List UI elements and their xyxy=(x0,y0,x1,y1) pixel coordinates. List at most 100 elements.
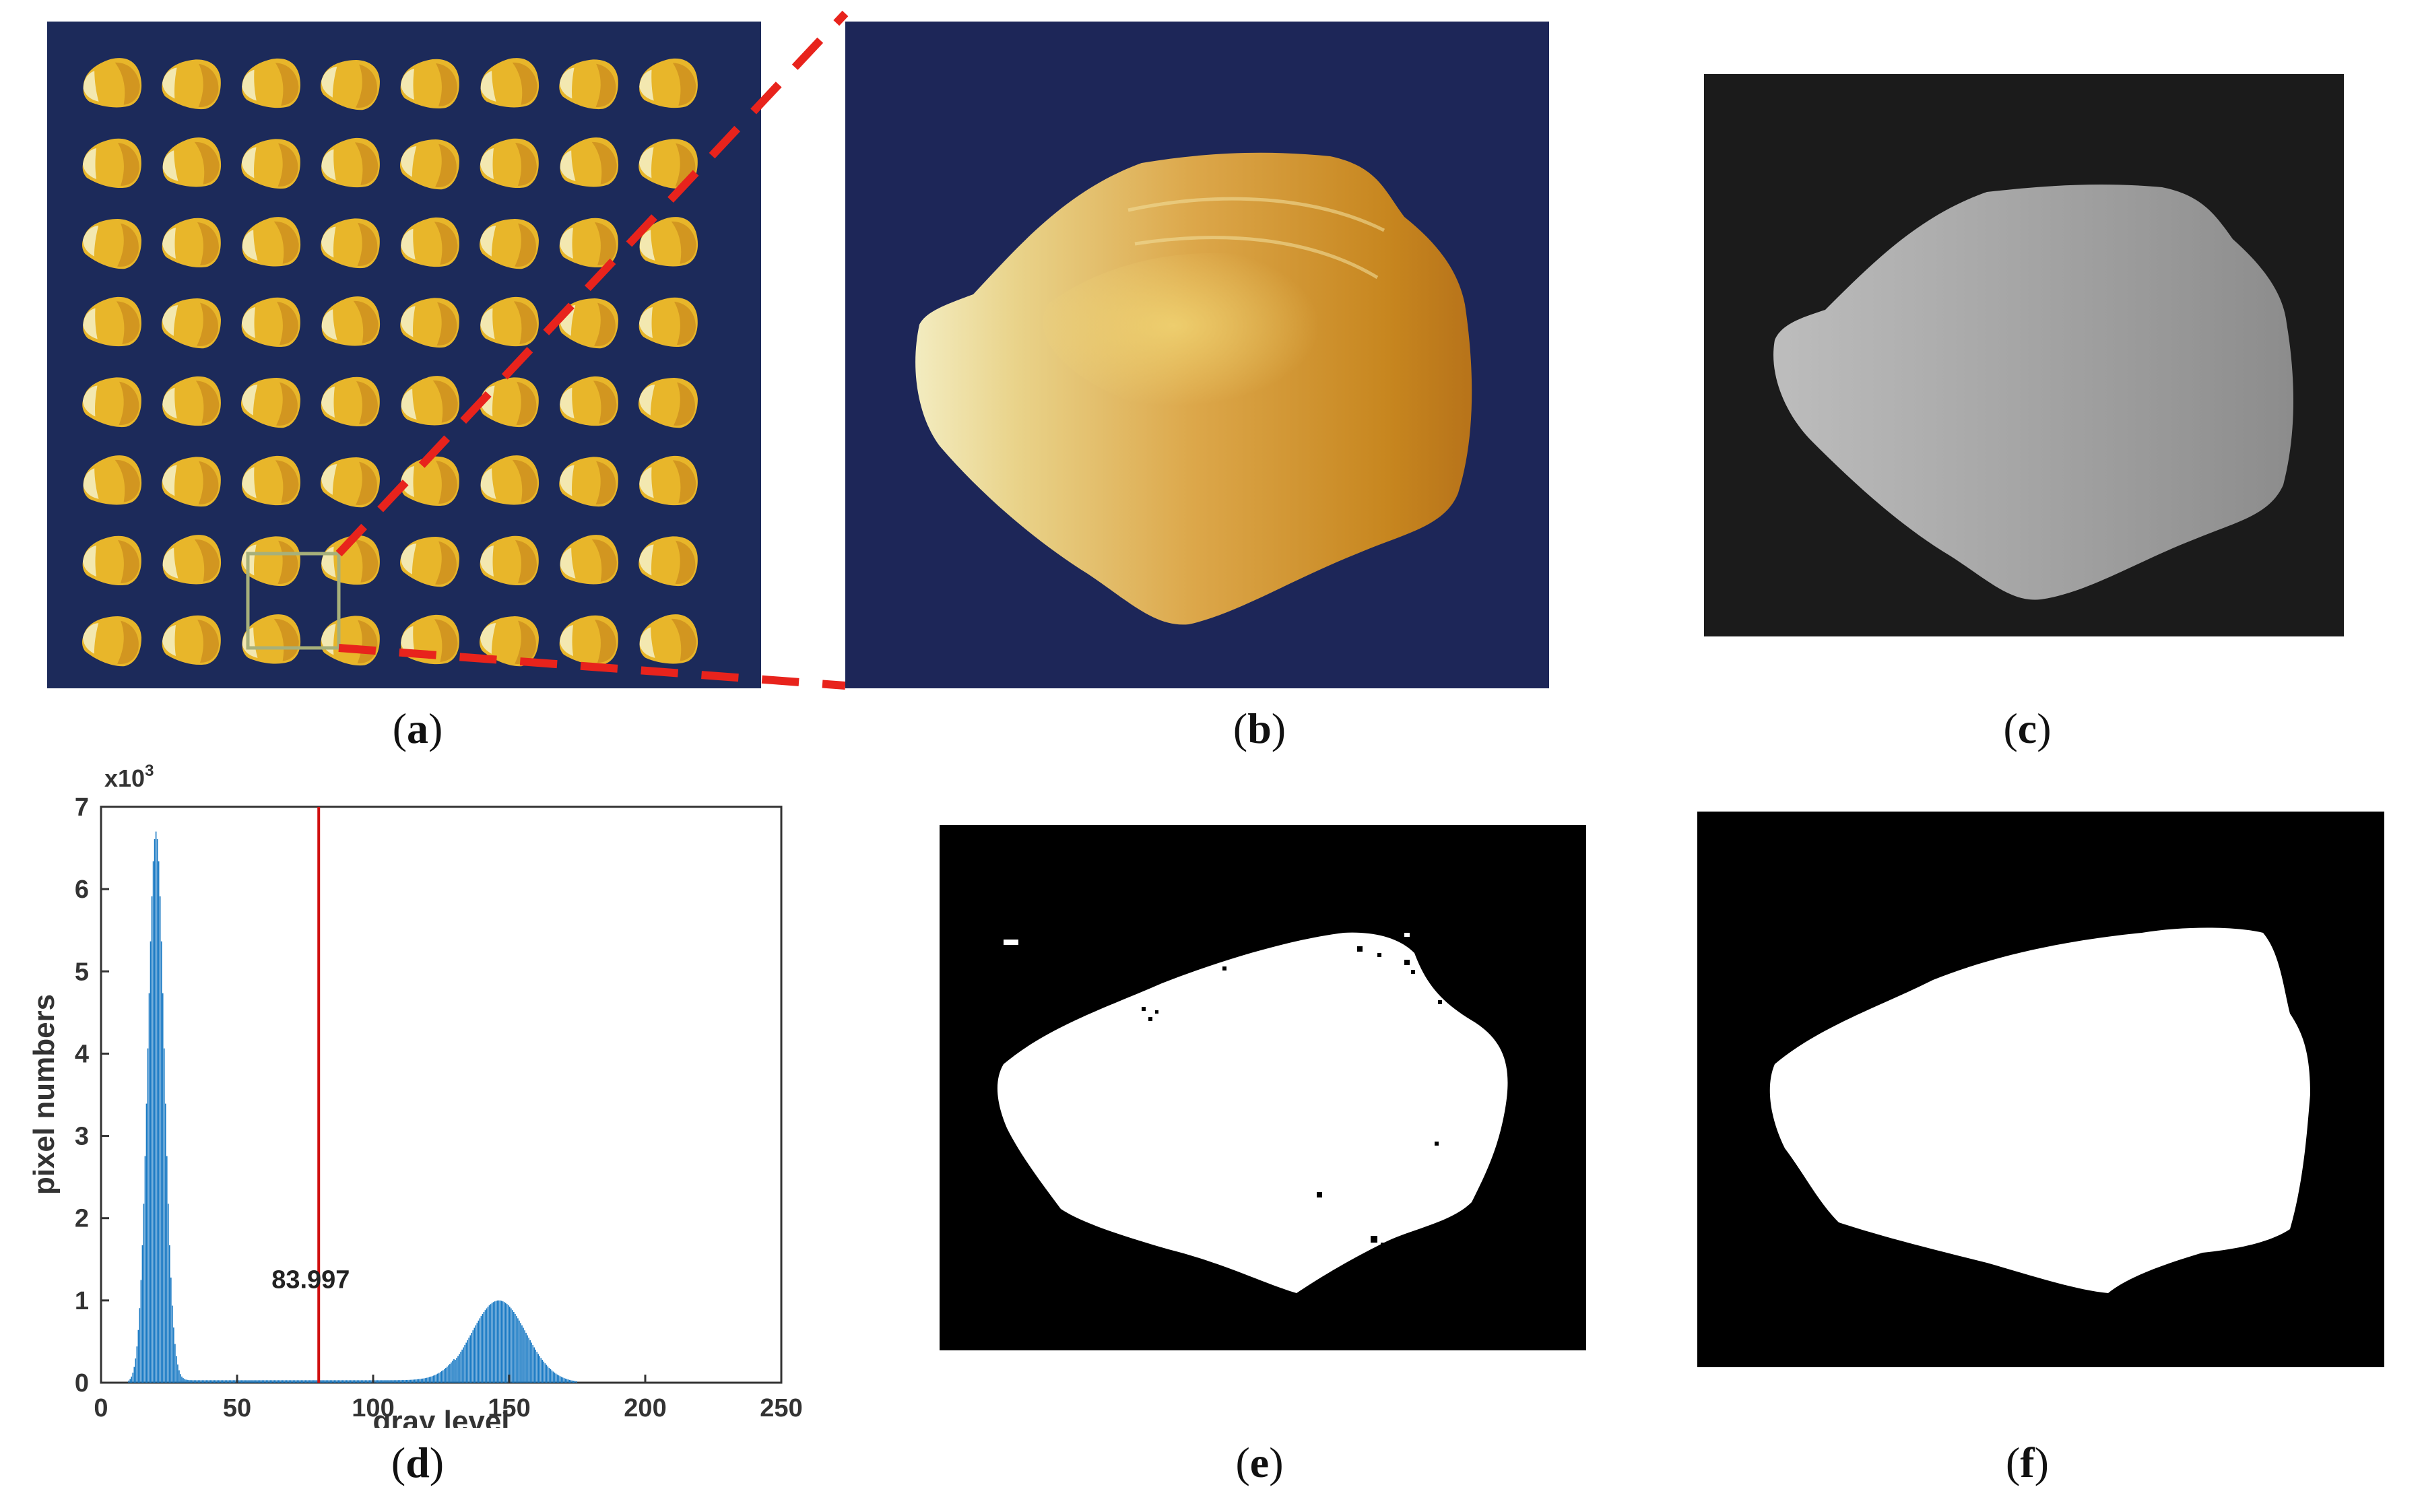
kernel-shade xyxy=(354,142,379,185)
histogram-bar xyxy=(403,1380,405,1383)
histogram-bar xyxy=(363,1380,365,1383)
kernel-shade xyxy=(593,381,617,424)
histogram-bar xyxy=(132,1373,134,1383)
histogram-bar xyxy=(473,1327,476,1383)
histogram-bar xyxy=(471,1332,473,1383)
histogram-bar xyxy=(537,1354,539,1383)
kernel-shade xyxy=(354,539,379,583)
histogram-bar xyxy=(211,1380,213,1383)
histogram-bar xyxy=(389,1380,391,1383)
kernel-tip xyxy=(321,149,336,180)
histogram-bar xyxy=(268,1380,270,1383)
histogram-bar xyxy=(476,1323,478,1383)
kernel-tip xyxy=(321,67,337,98)
histogram-bar xyxy=(232,1380,234,1383)
histogram-bar xyxy=(219,1380,221,1383)
histogram-bar xyxy=(348,1380,350,1383)
histogram-bar xyxy=(467,1340,468,1383)
kernel-item xyxy=(639,455,698,506)
histogram-bar xyxy=(245,1380,247,1383)
panel-d-histogram: x103 0 1 2 3 4 5 6 7 0 50 100 150 200 250 83.997 gra… xyxy=(28,762,803,1428)
kernel-item xyxy=(82,377,141,428)
y-tick-label: 7 xyxy=(75,793,89,822)
histogram-bar xyxy=(291,1380,293,1383)
caption-a: (a) xyxy=(392,704,443,752)
histogram-bar xyxy=(137,1329,139,1383)
histogram-bar xyxy=(257,1380,259,1383)
histogram-bar xyxy=(290,1380,292,1383)
kernel-item xyxy=(320,60,380,110)
histogram-bar xyxy=(336,1380,338,1383)
kernel-shade xyxy=(436,461,457,504)
kernel-tip xyxy=(242,230,258,261)
kernel-tip xyxy=(639,627,655,658)
histogram-bar xyxy=(367,1380,369,1383)
histogram-bar xyxy=(575,1381,577,1383)
kernel-item xyxy=(400,298,459,348)
histogram-bar xyxy=(399,1380,400,1383)
kernel-shade xyxy=(197,222,219,265)
histogram-bar xyxy=(131,1376,133,1383)
kernel-shade xyxy=(512,62,537,105)
histogram-bar xyxy=(323,1380,324,1383)
histogram-bar xyxy=(184,1379,185,1383)
histogram-bar xyxy=(263,1380,264,1383)
histogram-bar xyxy=(150,941,152,1383)
histogram-bar xyxy=(164,1103,166,1383)
histogram-bar xyxy=(465,1342,467,1383)
histogram-bar xyxy=(223,1380,225,1383)
histogram-bar xyxy=(416,1379,418,1383)
kernel-item xyxy=(162,137,221,187)
histogram-bar xyxy=(133,1367,135,1383)
histogram-bar xyxy=(252,1380,253,1383)
kernel-tip xyxy=(83,226,99,257)
histogram-bar xyxy=(249,1380,251,1383)
kernel-tip xyxy=(639,230,655,261)
histogram-bar xyxy=(482,1313,484,1383)
x-tick-label: 0 xyxy=(94,1394,108,1422)
kernel-item xyxy=(162,59,221,110)
histogram-bar xyxy=(548,1367,550,1383)
histogram-bar xyxy=(241,1380,242,1383)
histogram-bar xyxy=(535,1349,536,1383)
histogram-bar xyxy=(533,1347,535,1383)
histogram-bar xyxy=(276,1380,278,1383)
histogram-bar xyxy=(572,1381,575,1383)
histogram-bar xyxy=(436,1373,438,1383)
kernel-item xyxy=(639,217,698,267)
panel-e-binary-raw xyxy=(940,825,1586,1350)
y-axis-label: pixel numbers xyxy=(28,994,61,1195)
kernel-shade xyxy=(513,301,537,344)
kernel-item xyxy=(638,378,698,428)
histogram-bar xyxy=(412,1379,414,1383)
kernel-tip xyxy=(162,625,176,656)
kernel-item xyxy=(321,296,380,346)
histogram-bar xyxy=(404,1380,406,1383)
histogram-bar xyxy=(139,1308,141,1383)
kernel-tip xyxy=(480,148,494,179)
kernel-tip xyxy=(83,308,98,339)
x-axis-label: gray level xyxy=(372,1405,509,1428)
histogram-bar xyxy=(204,1380,206,1383)
histogram-bar xyxy=(370,1380,372,1383)
histogram-bar xyxy=(230,1380,232,1383)
histogram-bar xyxy=(216,1380,218,1383)
kernel-shade xyxy=(515,540,537,583)
kernel-item xyxy=(399,537,459,587)
histogram-bar xyxy=(418,1379,420,1383)
x-tick-label: 50 xyxy=(223,1394,251,1422)
histogram-bar xyxy=(240,1380,241,1383)
histogram-bar xyxy=(288,1380,290,1383)
histogram-bar xyxy=(434,1375,436,1383)
kernel-item xyxy=(639,297,698,348)
histogram-bar xyxy=(410,1379,412,1383)
histogram-bar xyxy=(438,1373,440,1383)
histogram-bar xyxy=(568,1379,570,1383)
histogram-bar xyxy=(405,1379,407,1383)
histogram-bar xyxy=(298,1380,300,1383)
histogram-bar xyxy=(185,1379,187,1383)
histogram-bar xyxy=(374,1380,376,1383)
kernel-tip xyxy=(639,69,654,101)
kernel-shade xyxy=(674,382,695,426)
kernel-shade xyxy=(119,381,139,425)
